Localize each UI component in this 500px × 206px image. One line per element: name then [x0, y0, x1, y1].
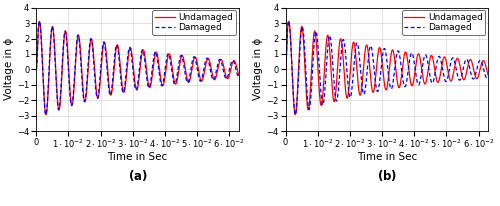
Damaged — [56, 106, 62, 108]
Text: $\bf{(b)}$: $\bf{(b)}$ — [377, 168, 397, 183]
Undamaged — [460, 76, 466, 79]
Undamaged — [210, 76, 216, 79]
Undamaged — [236, 74, 242, 76]
Damaged — [36, 20, 43, 23]
Damaged — [111, 61, 117, 64]
Damaged — [460, 71, 466, 73]
Text: $\bf{(a)}$: $\bf{(a)}$ — [128, 168, 148, 183]
Damaged — [232, 64, 238, 67]
Line: Undamaged: Undamaged — [286, 21, 488, 115]
Damaged — [482, 71, 488, 73]
Damaged — [360, 92, 366, 95]
Line: Undamaged: Undamaged — [36, 21, 239, 115]
Undamaged — [318, 104, 324, 106]
Undamaged — [369, 89, 375, 91]
Undamaged — [306, 107, 312, 109]
Y-axis label: Voltage in ϕ: Voltage in ϕ — [4, 38, 14, 101]
Damaged — [43, 114, 49, 116]
Undamaged — [292, 114, 298, 116]
Undamaged — [232, 60, 238, 63]
Undamaged — [36, 20, 43, 23]
Damaged — [292, 113, 298, 116]
Damaged — [485, 75, 491, 78]
Undamaged — [360, 68, 366, 70]
Damaged — [282, 68, 288, 71]
Damaged — [369, 50, 375, 53]
Damaged — [120, 91, 126, 94]
Undamaged — [485, 74, 491, 76]
Undamaged — [56, 107, 62, 109]
Line: Damaged: Damaged — [286, 21, 488, 115]
Undamaged — [111, 68, 117, 70]
Undamaged — [68, 104, 74, 106]
Undamaged — [286, 20, 292, 23]
Legend: Undamaged, Damaged: Undamaged, Damaged — [152, 10, 236, 35]
X-axis label: Time in Sec: Time in Sec — [108, 152, 168, 162]
Undamaged — [34, 68, 40, 71]
Damaged — [210, 79, 216, 81]
Damaged — [306, 108, 312, 110]
Line: Damaged: Damaged — [36, 21, 239, 115]
Damaged — [68, 104, 74, 107]
Damaged — [236, 76, 242, 79]
X-axis label: Time in Sec: Time in Sec — [357, 152, 417, 162]
Damaged — [286, 20, 292, 22]
Undamaged — [282, 68, 288, 71]
Y-axis label: Voltage in ϕ: Voltage in ϕ — [254, 38, 264, 101]
Damaged — [34, 68, 40, 71]
Undamaged — [43, 114, 49, 116]
Damaged — [318, 90, 324, 93]
Undamaged — [120, 89, 126, 91]
Undamaged — [482, 60, 488, 63]
Legend: Undamaged, Damaged: Undamaged, Damaged — [402, 10, 485, 35]
